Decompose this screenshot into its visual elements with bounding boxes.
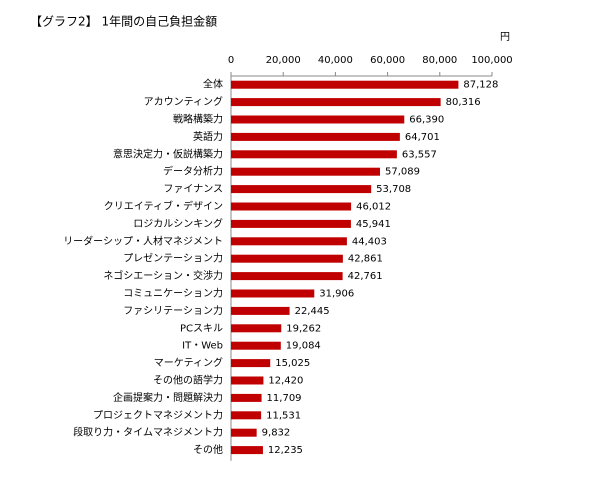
value-label: 31,906 [319,289,354,300]
y-tick-label: ネゴシエーション・交渉力 [103,269,223,282]
bar [231,254,343,263]
value-label: 19,262 [286,323,321,334]
y-tick-label: 英語力 [193,130,223,143]
x-tick-label: 0 [228,55,234,66]
bar [231,115,405,124]
y-tick-label: その他 [193,443,223,456]
y-tick-label: データ分析力 [163,165,223,178]
value-label: 87,128 [463,80,498,91]
value-label: 64,701 [405,132,440,143]
chart-title: 【グラフ2】 1年間の自己負担金額 [30,14,217,29]
y-tick-label: 企画提案力・問題解決力 [113,391,223,404]
y-tick-label: 段取り力・タイムマネジメント力 [73,426,223,439]
bar [231,202,352,211]
bar [231,428,257,437]
value-label: 19,084 [286,341,321,352]
value-label: 12,420 [268,376,303,387]
value-label: 63,557 [402,149,437,160]
bar [231,80,459,89]
y-tick-label: ロジカルシンキング [133,217,223,230]
x-tick-label: 40,000 [318,55,353,66]
bar [231,167,381,176]
x-tick-label: 60,000 [370,55,405,66]
y-tick-label: ファシリテーション力 [123,304,223,317]
bar [231,411,262,420]
y-tick-label: リーダーシップ・人材マネジメント [63,234,223,247]
bar [231,324,282,333]
value-label: 42,761 [348,271,383,282]
y-tick-label: コミュニケーション力 [123,287,223,300]
y-tick-label: マーケティング [154,356,223,369]
y-tick-label: アカウンティング [144,95,223,108]
y-tick-label: PCスキル [180,323,223,334]
y-tick-label: プロジェクトマネジメント力 [93,408,223,421]
y-tick-label: 戦略構築力 [173,113,223,126]
bar [231,185,372,194]
value-label: 42,861 [348,254,383,265]
bar [231,359,271,368]
x-tick-label: 80,000 [422,55,457,66]
bar [231,272,343,281]
bar [231,306,290,315]
value-label: 66,390 [409,115,444,126]
value-label: 44,403 [352,236,387,247]
y-tick-label: プレゼンテーション力 [123,252,223,265]
value-label: 53,708 [376,184,411,195]
value-label: 9,832 [262,428,291,439]
axis-unit: 円 [500,32,510,43]
bar [231,341,281,350]
y-tick-label: その他の語学力 [153,374,223,387]
bar [231,150,397,159]
bar [231,132,400,141]
y-tick-label: IT・Web [182,341,223,352]
y-tick-label: 全体 [203,78,223,91]
bar [231,219,351,228]
bar [231,98,441,107]
value-label: 45,941 [356,219,391,230]
y-tick-label: クリエイティブ・デザイン [104,200,223,213]
value-label: 80,316 [446,97,481,108]
bar [231,376,264,385]
value-label: 12,235 [268,445,303,456]
value-label: 22,445 [295,306,330,317]
x-tick-label: 100,000 [471,55,512,66]
value-label: 11,709 [267,393,302,404]
x-tick-label: 20,000 [266,55,301,66]
y-tick-label: ファイナンス [163,183,223,195]
value-label: 57,089 [385,167,420,178]
value-label: 46,012 [356,202,391,213]
value-label: 11,531 [266,410,301,421]
bar [231,393,262,402]
y-tick-label: 意思決定力・仮説構築力 [113,147,223,160]
bar [231,289,315,298]
bar [231,446,263,455]
value-label: 15,025 [275,358,310,369]
bar [231,237,347,246]
